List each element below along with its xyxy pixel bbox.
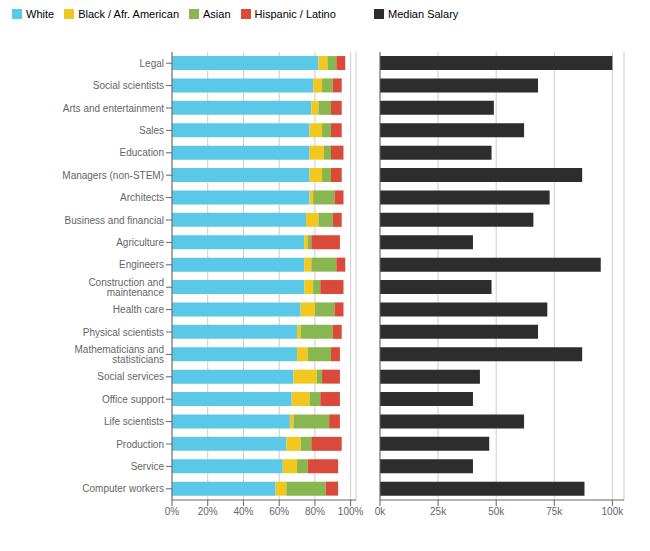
svg-text:Computer workers: Computer workers (82, 483, 164, 494)
svg-text:Mathematicians andstatistician: Mathematicians andstatisticians (75, 344, 165, 365)
svg-text:Engineers: Engineers (119, 259, 164, 270)
svg-text:Arts and entertainment: Arts and entertainment (63, 103, 164, 114)
html-text:Hispanic / Latino: Hispanic / Latino (254, 8, 336, 20)
svg-text:Social scientists: Social scientists (93, 80, 164, 91)
svg-text:Legal: Legal (140, 58, 164, 69)
svg-text:Managers (non-STEM): Managers (non-STEM) (62, 170, 164, 181)
svg-text:25k: 25k (430, 506, 447, 517)
svg-text:80%: 80% (305, 506, 325, 517)
svg-text:Agriculture: Agriculture (116, 237, 164, 248)
svg-text:40%: 40% (233, 506, 253, 517)
svg-text:0%: 0% (165, 506, 180, 517)
svg-text:50k: 50k (488, 506, 505, 517)
html-text:Median Salary: Median Salary (388, 8, 459, 20)
svg-text:75k: 75k (546, 506, 563, 517)
html-text:Black / Afr. American: Black / Afr. American (78, 8, 179, 20)
svg-text:Architects: Architects (120, 192, 164, 203)
svg-text:Social services: Social services (97, 371, 164, 382)
svg-text:Business and financial: Business and financial (64, 215, 164, 226)
svg-text:Construction andmaintenance: Construction andmaintenance (88, 277, 164, 298)
svg-text:Education: Education (120, 147, 164, 158)
svg-text:Life scientists: Life scientists (104, 416, 164, 427)
html-text:White: White (26, 8, 55, 20)
svg-text:100k: 100k (602, 506, 625, 517)
svg-text:0k: 0k (375, 506, 387, 517)
svg-text:Office support: Office support (102, 394, 164, 405)
svg-text:100%: 100% (338, 506, 364, 517)
svg-text:Production: Production (116, 439, 164, 450)
svg-text:Sales: Sales (139, 125, 164, 136)
svg-text:Service: Service (131, 461, 165, 472)
svg-text:60%: 60% (269, 506, 289, 517)
html-text:Asian: Asian (203, 8, 231, 20)
svg-text:20%: 20% (198, 506, 218, 517)
svg-text:Health care: Health care (113, 304, 165, 315)
svg-text:Physical scientists: Physical scientists (83, 327, 164, 338)
